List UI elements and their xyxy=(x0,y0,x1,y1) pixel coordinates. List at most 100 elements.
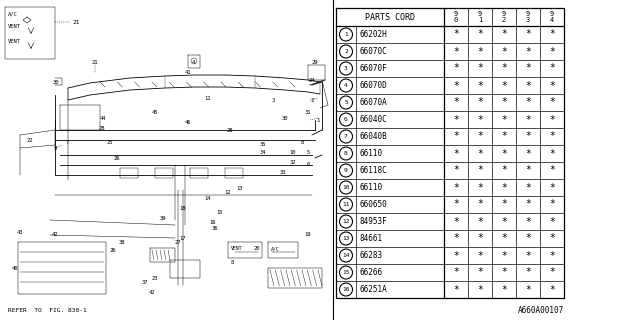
Text: *: * xyxy=(525,63,531,74)
Text: *: * xyxy=(549,199,555,210)
Text: *: * xyxy=(549,29,555,39)
Text: 13: 13 xyxy=(342,236,349,241)
Text: 12: 12 xyxy=(225,190,231,196)
Text: 3: 3 xyxy=(271,98,275,102)
Text: *: * xyxy=(453,29,459,39)
Text: 9
3: 9 3 xyxy=(526,11,530,23)
Text: 25: 25 xyxy=(107,140,113,145)
Text: 13: 13 xyxy=(237,186,243,190)
Text: *: * xyxy=(525,148,531,158)
Text: *: * xyxy=(453,115,459,124)
Text: A660A00107: A660A00107 xyxy=(518,306,564,315)
Text: *: * xyxy=(549,182,555,193)
Text: *: * xyxy=(477,132,483,141)
Text: *: * xyxy=(453,98,459,108)
Text: 27: 27 xyxy=(175,241,181,245)
Text: *: * xyxy=(549,284,555,294)
Text: *: * xyxy=(477,81,483,91)
Text: *: * xyxy=(501,165,507,175)
Text: *: * xyxy=(477,217,483,227)
Text: *: * xyxy=(525,268,531,277)
Text: 9
0: 9 0 xyxy=(454,11,458,23)
Text: 2: 2 xyxy=(310,98,314,102)
Text: 7: 7 xyxy=(344,134,348,139)
Text: 66040B: 66040B xyxy=(359,132,387,141)
Text: *: * xyxy=(501,46,507,57)
Text: *: * xyxy=(453,251,459,260)
Text: 66070F: 66070F xyxy=(359,64,387,73)
Text: *: * xyxy=(477,182,483,193)
Text: *: * xyxy=(477,284,483,294)
Text: 8: 8 xyxy=(230,260,234,266)
Text: 66202H: 66202H xyxy=(359,30,387,39)
Text: A/C: A/C xyxy=(8,12,18,17)
Text: *: * xyxy=(501,63,507,74)
Text: 15: 15 xyxy=(342,270,349,275)
Text: 14: 14 xyxy=(342,253,349,258)
Text: 10: 10 xyxy=(290,149,296,155)
Text: 32: 32 xyxy=(290,159,296,164)
Text: 66118C: 66118C xyxy=(359,166,387,175)
Text: *: * xyxy=(477,199,483,210)
Text: *: * xyxy=(453,284,459,294)
Text: 66070A: 66070A xyxy=(359,98,387,107)
Text: 42: 42 xyxy=(52,233,58,237)
Text: *: * xyxy=(501,251,507,260)
Text: 16: 16 xyxy=(210,220,216,225)
Text: *: * xyxy=(501,182,507,193)
Text: VENT: VENT xyxy=(8,39,21,44)
Text: 12: 12 xyxy=(342,219,349,224)
Text: 42: 42 xyxy=(148,291,156,295)
Text: 24: 24 xyxy=(308,77,316,83)
Text: 66070D: 66070D xyxy=(359,81,387,90)
Text: *: * xyxy=(477,165,483,175)
Text: 31: 31 xyxy=(305,109,311,115)
Text: *: * xyxy=(453,63,459,74)
Text: *: * xyxy=(525,46,531,57)
Text: *: * xyxy=(549,234,555,244)
Text: 34: 34 xyxy=(260,149,266,155)
Text: *: * xyxy=(525,199,531,210)
Text: PARTS CORD: PARTS CORD xyxy=(365,12,415,21)
Text: 5: 5 xyxy=(344,100,348,105)
Text: *: * xyxy=(477,29,483,39)
Text: *: * xyxy=(477,46,483,57)
Text: 14: 14 xyxy=(205,196,211,201)
Text: *: * xyxy=(525,132,531,141)
Text: 17: 17 xyxy=(180,236,186,241)
Text: 40: 40 xyxy=(12,266,19,270)
Text: *: * xyxy=(525,81,531,91)
Text: 66266: 66266 xyxy=(359,268,382,277)
Text: *: * xyxy=(525,29,531,39)
Text: 23: 23 xyxy=(152,276,158,281)
Text: 26: 26 xyxy=(114,156,120,161)
Text: 66251A: 66251A xyxy=(359,285,387,294)
Text: *: * xyxy=(501,268,507,277)
Text: *: * xyxy=(477,268,483,277)
Text: VENT: VENT xyxy=(231,246,243,252)
Text: 19: 19 xyxy=(305,233,311,237)
Text: 30: 30 xyxy=(282,116,288,121)
Text: 11: 11 xyxy=(205,95,211,100)
Text: 9
1: 9 1 xyxy=(478,11,482,23)
Text: 9
2: 9 2 xyxy=(502,11,506,23)
Text: 28: 28 xyxy=(99,125,105,131)
Text: 66110: 66110 xyxy=(359,183,382,192)
Text: 6: 6 xyxy=(344,117,348,122)
Text: 66040C: 66040C xyxy=(359,115,387,124)
Text: *: * xyxy=(453,217,459,227)
Text: *: * xyxy=(501,132,507,141)
Text: *: * xyxy=(501,217,507,227)
Text: *: * xyxy=(501,234,507,244)
Text: *: * xyxy=(453,182,459,193)
Text: *: * xyxy=(477,115,483,124)
Text: *: * xyxy=(453,199,459,210)
Text: *: * xyxy=(549,217,555,227)
Text: 66283: 66283 xyxy=(359,251,382,260)
Text: 39: 39 xyxy=(160,215,166,220)
Text: *: * xyxy=(549,46,555,57)
Text: 28: 28 xyxy=(227,127,233,132)
Text: 43: 43 xyxy=(17,230,23,236)
Text: 20: 20 xyxy=(253,245,260,251)
Text: *: * xyxy=(453,268,459,277)
